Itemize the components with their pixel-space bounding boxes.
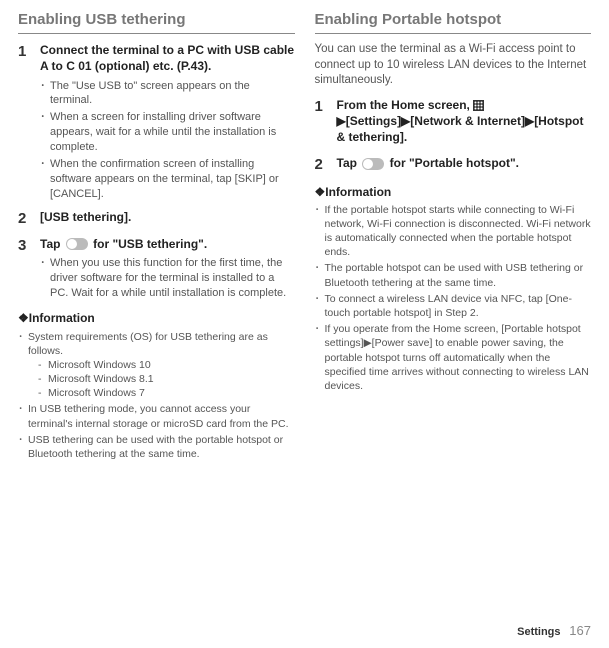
info-item: ･To connect a wireless LAN device via NF… bbox=[315, 292, 592, 320]
page-number: 167 bbox=[569, 623, 591, 638]
info-item: ･In USB tethering mode, you cannot acces… bbox=[18, 402, 295, 430]
step-number: 2 bbox=[315, 155, 337, 175]
bullet-text: When a screen for installing driver soft… bbox=[50, 110, 295, 155]
footer-label: Settings bbox=[517, 626, 560, 638]
info-sub: Microsoft Windows 7 bbox=[48, 387, 145, 399]
step-3: 3 Tap for "USB tethering". ･When you use… bbox=[18, 236, 295, 303]
info-text: To connect a wireless LAN device via NFC… bbox=[325, 292, 592, 320]
info-sub: Microsoft Windows 10 bbox=[48, 359, 151, 371]
section-intro: You can use the terminal as a Wi-Fi acce… bbox=[315, 42, 592, 89]
left-column: Enabling USB tethering 1 Connect the ter… bbox=[0, 0, 305, 473]
step-1: 1 From the Home screen, ▶[Settings]▶[Net… bbox=[315, 97, 592, 150]
info-heading: ❖Information bbox=[18, 310, 295, 326]
bullet-text: When you use this function for the first… bbox=[50, 256, 295, 301]
info-item: ･The portable hotspot can be used with U… bbox=[315, 261, 592, 289]
info-item: ･If the portable hotspot starts while co… bbox=[315, 203, 592, 260]
step-2: 2 [USB tethering]. bbox=[18, 209, 295, 229]
step-heading: [USB tethering]. bbox=[40, 209, 295, 225]
step-head-pre: Tap bbox=[337, 156, 361, 170]
step-head-pre: Tap bbox=[40, 237, 64, 251]
toggle-icon bbox=[362, 158, 384, 170]
step-1: 1 Connect the terminal to a PC with USB … bbox=[18, 42, 295, 203]
step-heading: Tap for "USB tethering". bbox=[40, 236, 295, 252]
info-item: ･If you operate from the Home screen, [P… bbox=[315, 322, 592, 393]
step-head-pre: From the Home screen, bbox=[337, 98, 474, 112]
apps-grid-icon bbox=[473, 100, 484, 111]
section-title-left: Enabling USB tethering bbox=[18, 10, 295, 34]
step-heading: Tap for "Portable hotspot". bbox=[337, 155, 592, 171]
section-title-right: Enabling Portable hotspot bbox=[315, 10, 592, 34]
info-item: ･USB tethering can be used with the port… bbox=[18, 433, 295, 461]
toggle-icon bbox=[66, 238, 88, 250]
info-text: If the portable hotspot starts while con… bbox=[325, 203, 592, 260]
step-number: 3 bbox=[18, 236, 40, 303]
right-column: Enabling Portable hotspot You can use th… bbox=[305, 0, 609, 473]
step-heading: From the Home screen, ▶[Settings]▶[Netwo… bbox=[337, 97, 592, 146]
step-2: 2 Tap for "Portable hotspot". bbox=[315, 155, 592, 175]
step-bullet: ･The "Use USB to" screen appears on the … bbox=[40, 79, 295, 109]
step-head-post: for "USB tethering". bbox=[93, 237, 207, 251]
info-text: USB tethering can be used with the porta… bbox=[28, 433, 295, 461]
info-text: The portable hotspot can be used with US… bbox=[325, 261, 592, 289]
step-number: 2 bbox=[18, 209, 40, 229]
step-head-post: for "Portable hotspot". bbox=[390, 156, 519, 170]
info-sub: Microsoft Windows 8.1 bbox=[48, 373, 154, 385]
info-heading: ❖Information bbox=[315, 184, 592, 200]
page-footer: Settings 167 bbox=[517, 622, 591, 640]
info-text: If you operate from the Home screen, [Po… bbox=[325, 322, 592, 393]
step-heading: Connect the terminal to a PC with USB ca… bbox=[40, 42, 295, 74]
bullet-text: When the confirmation screen of installi… bbox=[50, 157, 295, 202]
step-number: 1 bbox=[18, 42, 40, 203]
step-number: 1 bbox=[315, 97, 337, 150]
bullet-text: The "Use USB to" screen appears on the t… bbox=[50, 79, 295, 109]
step-bullet: ･When the confirmation screen of install… bbox=[40, 157, 295, 202]
info-text: In USB tethering mode, you cannot access… bbox=[28, 402, 295, 430]
info-text: System requirements (OS) for USB tetheri… bbox=[28, 331, 268, 357]
step-bullet: ･When a screen for installing driver sof… bbox=[40, 110, 295, 155]
step-head-rest: ▶[Settings]▶[Network & Internet]▶[Hotspo… bbox=[337, 114, 584, 144]
step-bullet: ･When you use this function for the firs… bbox=[40, 256, 295, 301]
info-item: ･ System requirements (OS) for USB tethe… bbox=[18, 330, 295, 401]
